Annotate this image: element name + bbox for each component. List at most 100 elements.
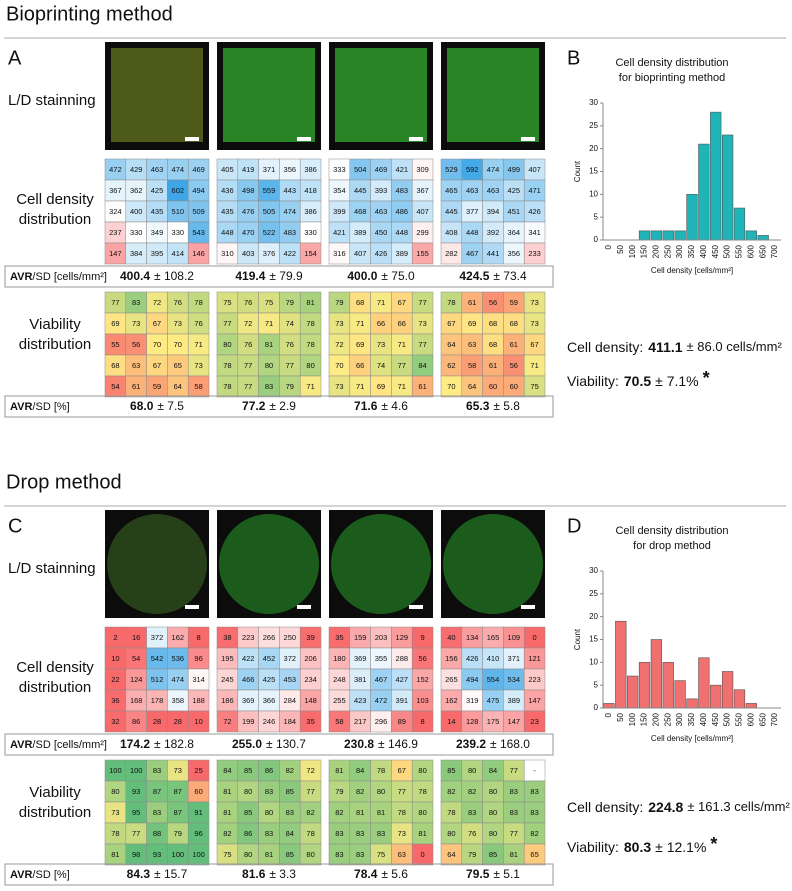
cell-value: 63 — [132, 361, 140, 370]
cell-value: 425 — [151, 186, 164, 195]
cell-value: 364 — [508, 228, 521, 237]
cell-value: 68 — [489, 319, 497, 328]
cell-value: 330 — [172, 228, 185, 237]
row-label: Viability — [29, 316, 81, 333]
cell-value: 180 — [333, 654, 346, 663]
cell-value: 56 — [418, 654, 426, 663]
cell-value: 91 — [194, 808, 202, 817]
y-tick-label: 20 — [589, 144, 598, 153]
scaffold — [223, 48, 315, 142]
cell-value: 83 — [510, 787, 518, 796]
bar — [745, 703, 757, 709]
cell-value: 84 — [489, 766, 497, 775]
cell-value: 529 — [445, 165, 458, 174]
cell-value: 223 — [242, 633, 255, 642]
cell-value: 475 — [487, 696, 500, 705]
cell-value: 146 — [192, 249, 205, 258]
cell-value: 39 — [306, 633, 314, 642]
cell-value: 134 — [466, 633, 479, 642]
cell-value: 472 — [375, 696, 388, 705]
cell-value: 73 — [530, 319, 538, 328]
cell-value: 61 — [510, 340, 518, 349]
cell-value: 467 — [466, 249, 479, 258]
stat-label-bold: AVR — [10, 869, 32, 881]
cell-value: 471 — [528, 186, 541, 195]
label: Viability: — [567, 839, 619, 855]
cell-value: 8 — [197, 633, 201, 642]
heat-cell — [411, 843, 434, 866]
heat-cell — [299, 710, 322, 733]
cell-value: 463 — [466, 186, 479, 195]
y-tick-label: 10 — [589, 189, 598, 198]
cell-value: 407 — [528, 165, 541, 174]
x-tick-label: 500 — [723, 244, 732, 258]
cell-value: 100 — [172, 850, 185, 859]
sd: ± 5.6 — [381, 867, 408, 881]
cell-value: 80 — [306, 361, 314, 370]
stat-label-rest: /SD [cells/mm²] — [32, 739, 107, 751]
cell-value: 77 — [244, 361, 252, 370]
cell-value: 77 — [510, 829, 518, 838]
scaffold — [111, 48, 203, 142]
cell-value: 82 — [356, 787, 364, 796]
x-tick-label: 600 — [746, 712, 755, 726]
cell-value: 76 — [244, 340, 252, 349]
scale-bar — [297, 605, 311, 609]
x-tick-label: 100 — [628, 712, 637, 726]
stat-label-bold: AVR — [10, 401, 32, 413]
cell-value: 85 — [244, 808, 252, 817]
cell-value: 73 — [174, 766, 182, 775]
cell-value: 470 — [242, 228, 255, 237]
panel-label: B — [567, 47, 580, 69]
cell-value: 435 — [151, 207, 164, 216]
label: Cell density: — [567, 799, 643, 815]
y-tick-label: 30 — [589, 566, 598, 575]
cell-value: 483 — [284, 228, 297, 237]
cell-value: 534 — [508, 675, 521, 684]
heat-cell — [187, 710, 210, 733]
chart-title: Cell density distribution — [615, 57, 728, 69]
stat-row — [4, 395, 554, 418]
cell-value: 80 — [377, 787, 385, 796]
cell-value: 288 — [396, 654, 409, 663]
chart-title: for drop method — [633, 540, 711, 552]
cell-value: 81 — [377, 808, 385, 817]
cell-value: 87 — [174, 808, 182, 817]
x-axis-title: Cell density [cells/mm²] — [651, 734, 733, 743]
cell-value: 100 — [109, 766, 122, 775]
stat-value: 71.6 ± 4.6 — [354, 399, 408, 413]
cell-value: 494 — [192, 186, 205, 195]
cell-value: 79 — [468, 850, 476, 859]
cell-value: 504 — [354, 165, 367, 174]
cell-value: 394 — [487, 207, 500, 216]
cell-value: 68 — [510, 319, 518, 328]
cell-value: 73 — [335, 319, 343, 328]
cell-value: 422 — [284, 249, 297, 258]
cell-value: 384 — [130, 249, 143, 258]
cell-value: 436 — [221, 186, 234, 195]
cell-value: 425 — [508, 186, 521, 195]
cell-value: 60 — [194, 787, 202, 796]
cell-value: 80 — [306, 850, 314, 859]
avr: 81.6 — [242, 867, 266, 881]
cell-value: 162 — [445, 696, 458, 705]
cell-value: 369 — [242, 696, 255, 705]
cell-value: 84 — [356, 766, 364, 775]
heat-cell — [411, 242, 434, 265]
cell-value: 463 — [375, 207, 388, 216]
drop — [331, 514, 431, 614]
cell-value: 425 — [263, 675, 276, 684]
sd: ± 2.9 — [269, 399, 296, 413]
cell-value: 63 — [468, 340, 476, 349]
bar — [721, 671, 734, 709]
cell-value: 178 — [151, 696, 164, 705]
avr: 230.8 — [344, 737, 374, 751]
x-tick-label: 200 — [652, 712, 661, 726]
cell-value: 188 — [192, 696, 205, 705]
cell-value: 129 — [396, 633, 409, 642]
cell-value: 80 — [223, 340, 231, 349]
cell-value: 83 — [265, 382, 273, 391]
panel-label: A — [8, 47, 22, 69]
avr: 84.3 — [127, 867, 151, 881]
scale-bar — [409, 137, 423, 141]
